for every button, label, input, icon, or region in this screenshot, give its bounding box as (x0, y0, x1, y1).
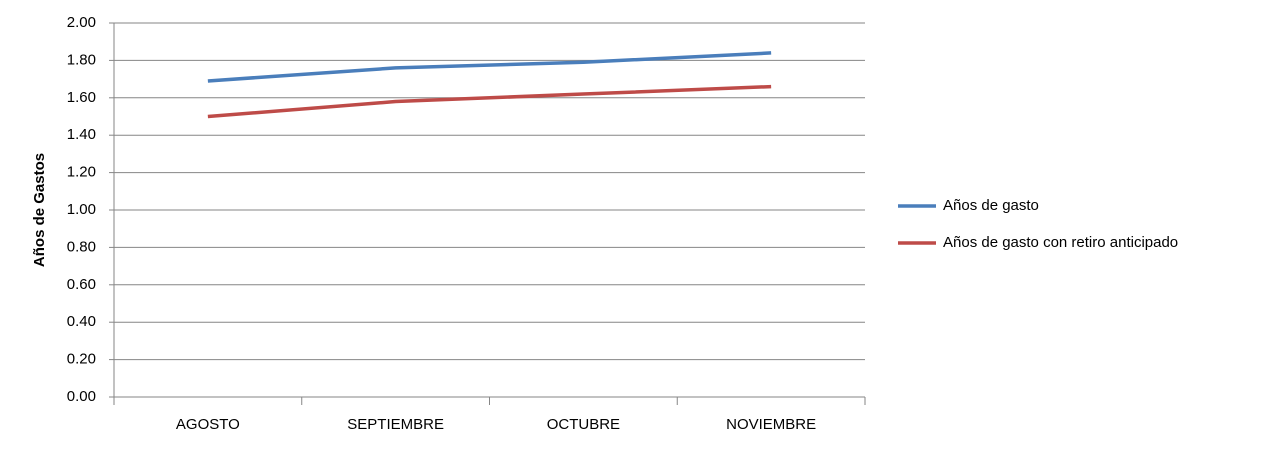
x-tick-label: AGOSTO (176, 416, 240, 433)
x-tick-label: OCTUBRE (547, 416, 620, 433)
y-tick-label: 0.20 (67, 351, 96, 368)
y-axis-title: Años de Gastos (31, 153, 48, 267)
x-tick-label: SEPTIEMBRE (347, 416, 444, 433)
y-tick-label: 1.60 (67, 89, 96, 106)
y-tick-label: 2.00 (67, 14, 96, 31)
legend-label: Años de gasto con retiro anticipado (943, 234, 1178, 251)
series-line (207, 51, 772, 83)
y-tick-label: 1.20 (67, 164, 96, 181)
series-line (207, 84, 772, 119)
y-tick-label: 1.00 (67, 201, 96, 218)
y-tick-label: 0.60 (67, 276, 96, 293)
y-tick-label: 1.40 (67, 126, 96, 143)
y-tick-label: 0.80 (67, 238, 96, 255)
x-tick-label: NOVIEMBRE (726, 416, 816, 433)
y-tick-label: 0.40 (67, 313, 96, 330)
legend-label: Años de gasto (943, 197, 1039, 214)
y-tick-label: 0.00 (67, 388, 96, 405)
y-tick-label: 1.80 (67, 51, 96, 68)
